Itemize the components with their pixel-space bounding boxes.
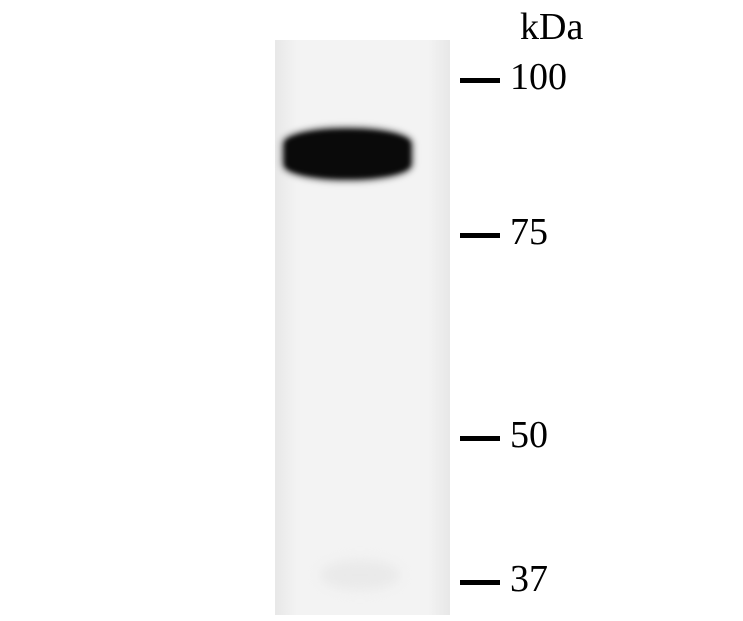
marker-tick (460, 233, 500, 238)
marker-tick (460, 436, 500, 441)
unit-label: kDa (520, 5, 583, 49)
blot-lane (275, 40, 450, 615)
protein-band (285, 130, 410, 178)
marker-label: 50 (510, 413, 548, 457)
marker-label: 75 (510, 210, 548, 254)
marker-label: 37 (510, 557, 548, 601)
marker-tick (460, 580, 500, 585)
lane-smudge (320, 560, 400, 590)
marker-tick (460, 78, 500, 83)
marker-label: 100 (510, 55, 567, 99)
